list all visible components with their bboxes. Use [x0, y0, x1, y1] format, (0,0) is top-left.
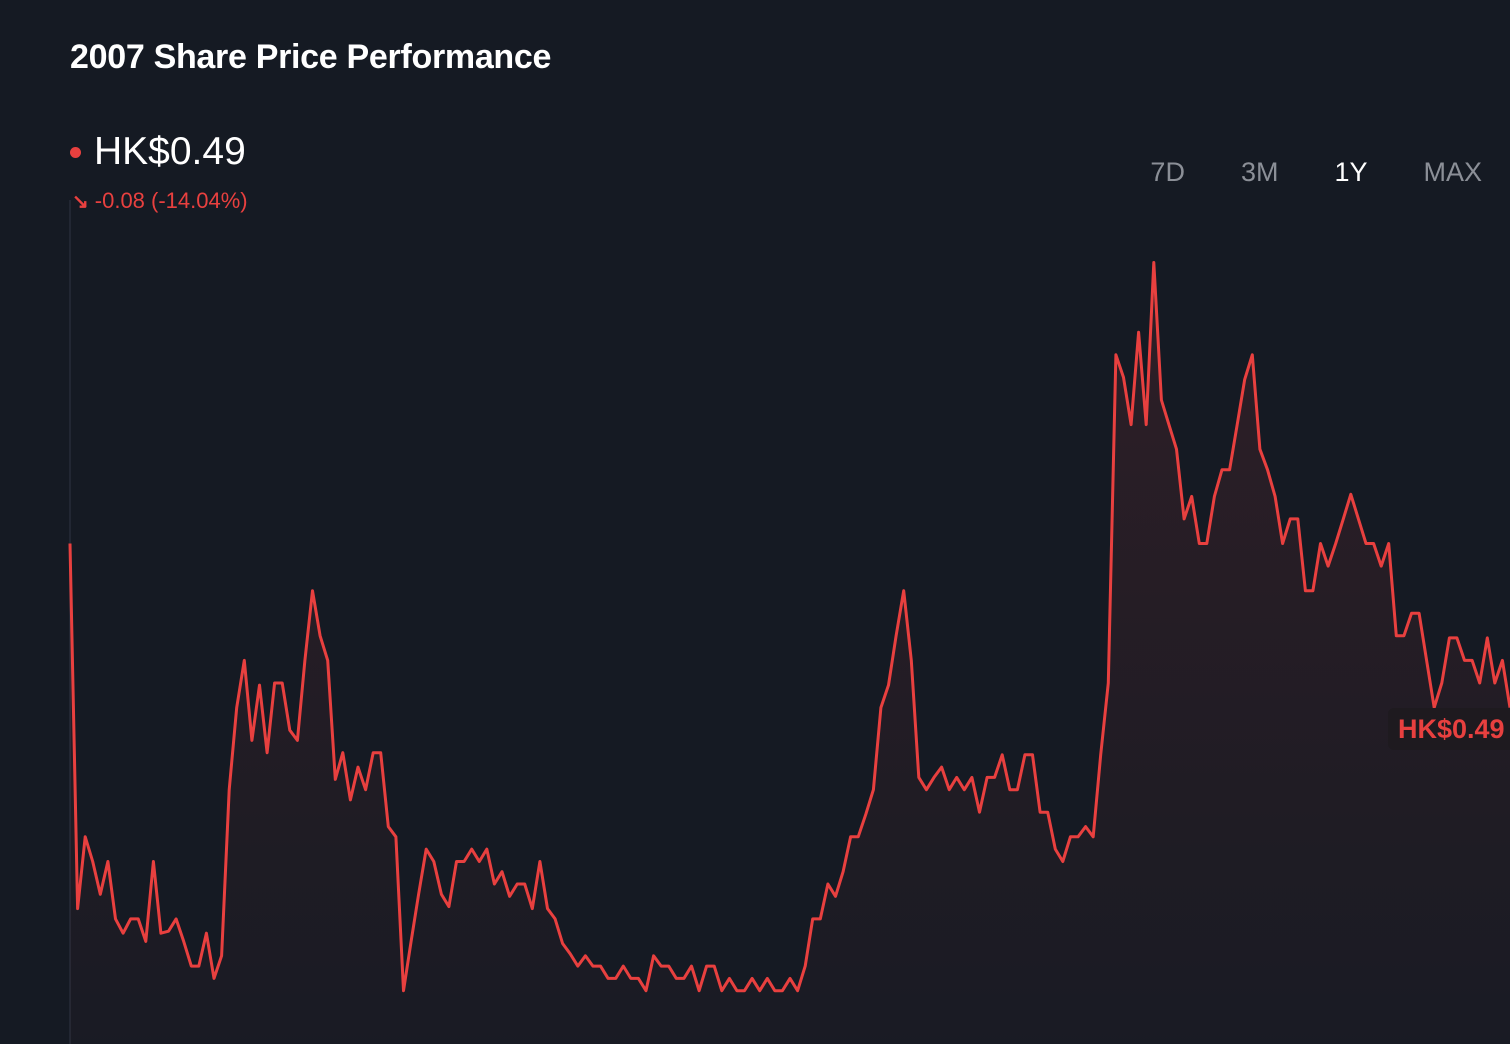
price-area-fill: [70, 262, 1510, 1044]
current-price: HK$0.49: [94, 130, 246, 173]
series-dot-icon: [70, 146, 81, 158]
period-selector: 7D 3M 1Y MAX: [1094, 157, 1482, 188]
current-price-row: HK$0.49: [70, 130, 246, 174]
period-7d[interactable]: 7D: [1150, 157, 1185, 187]
period-max[interactable]: MAX: [1423, 157, 1482, 187]
period-3m[interactable]: 3M: [1240, 157, 1279, 187]
price-line: [68, 261, 1510, 993]
price-change: ↘ -0.08 (-14.04%): [72, 188, 248, 214]
last-price-label: HK$0.49: [1388, 708, 1510, 750]
chart-title: 2007 Share Price Performance: [70, 38, 552, 76]
arrow-down-right-icon: ↘: [72, 190, 89, 213]
price-change-value: -0.08 (-14.04%): [94, 188, 248, 213]
period-1y[interactable]: 1Y: [1334, 157, 1368, 187]
